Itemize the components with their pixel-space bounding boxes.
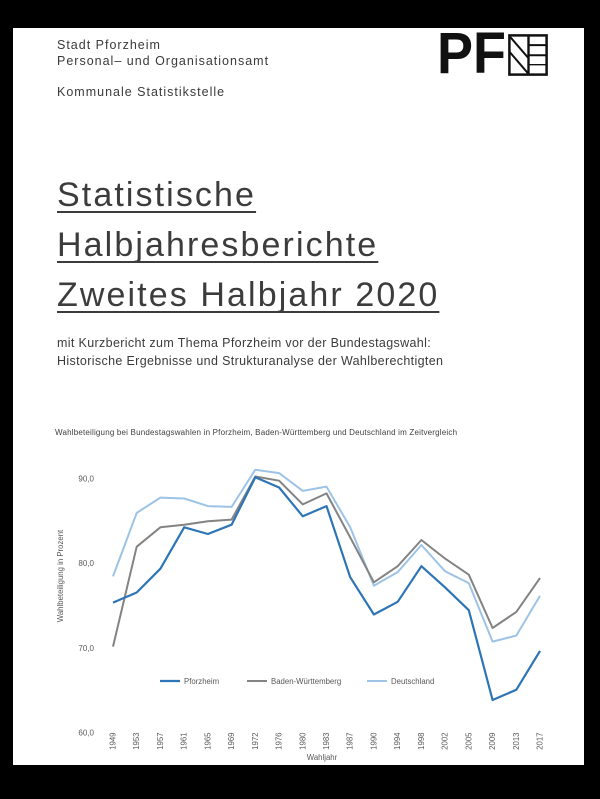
svg-text:1969: 1969	[227, 733, 236, 750]
svg-text:Pforzheim: Pforzheim	[184, 677, 219, 686]
svg-text:2017: 2017	[536, 733, 545, 750]
svg-text:1980: 1980	[298, 732, 307, 750]
svg-text:1949: 1949	[109, 733, 118, 750]
svg-text:2005: 2005	[464, 732, 473, 750]
svg-text:2013: 2013	[512, 733, 521, 750]
svg-text:1987: 1987	[346, 733, 355, 750]
svg-text:60,0: 60,0	[78, 729, 94, 738]
svg-text:1972: 1972	[251, 733, 260, 750]
svg-text:1994: 1994	[393, 732, 402, 750]
svg-text:1983: 1983	[322, 733, 331, 750]
svg-text:1957: 1957	[156, 733, 165, 750]
svg-text:1976: 1976	[275, 733, 284, 750]
svg-text:1953: 1953	[132, 733, 141, 750]
svg-text:1990: 1990	[369, 732, 378, 750]
svg-text:2002: 2002	[441, 733, 450, 750]
svg-text:Wahlbeteiligung bei Bundestags: Wahlbeteiligung bei Bundestagswahlen in …	[55, 428, 457, 437]
svg-text:90,0: 90,0	[78, 475, 94, 484]
svg-text:2009: 2009	[488, 733, 497, 750]
svg-text:Baden-Württemberg: Baden-Württemberg	[271, 677, 341, 686]
svg-text:80,0: 80,0	[78, 559, 94, 568]
svg-text:1965: 1965	[203, 732, 212, 750]
svg-text:Wahljahr: Wahljahr	[307, 753, 338, 762]
svg-text:1998: 1998	[417, 733, 426, 750]
svg-text:1961: 1961	[180, 733, 189, 750]
svg-text:70,0: 70,0	[78, 644, 94, 653]
svg-text:Deutschland: Deutschland	[391, 677, 434, 686]
svg-text:Wahlbeteiligung in Prozent: Wahlbeteiligung in Prozent	[56, 529, 65, 622]
